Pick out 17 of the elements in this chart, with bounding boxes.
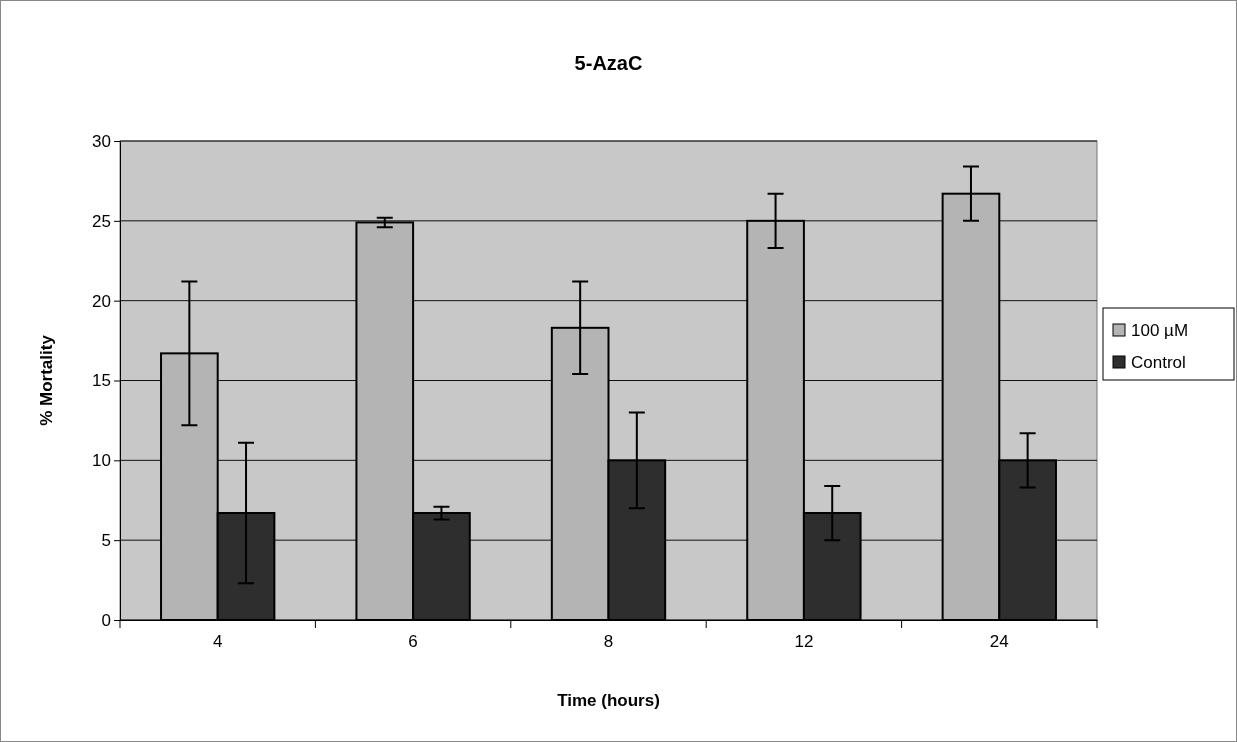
x-tick-label: 4 xyxy=(212,631,223,651)
y-tick-label: 25 xyxy=(92,211,111,231)
y-tick-label: 5 xyxy=(101,531,111,551)
y-tick-label: 30 xyxy=(92,131,111,151)
x-tick-label: 6 xyxy=(408,631,418,651)
y-tick-label: 15 xyxy=(92,371,111,391)
legend-label: Control xyxy=(1131,353,1186,372)
y-tick-label: 20 xyxy=(92,291,111,311)
y-tick-label: 0 xyxy=(101,610,111,630)
y-axis-title: % Mortality xyxy=(37,334,56,426)
x-tick-label: 8 xyxy=(603,631,614,651)
legend-label: 100 µM xyxy=(1131,321,1189,340)
x-tick-label: 12 xyxy=(794,631,814,651)
y-tick-label: 10 xyxy=(92,451,111,471)
chart-title: 5-AzaC xyxy=(574,52,643,74)
x-axis-title: Time (hours) xyxy=(557,691,660,710)
x-tick-label: 24 xyxy=(989,631,1009,651)
